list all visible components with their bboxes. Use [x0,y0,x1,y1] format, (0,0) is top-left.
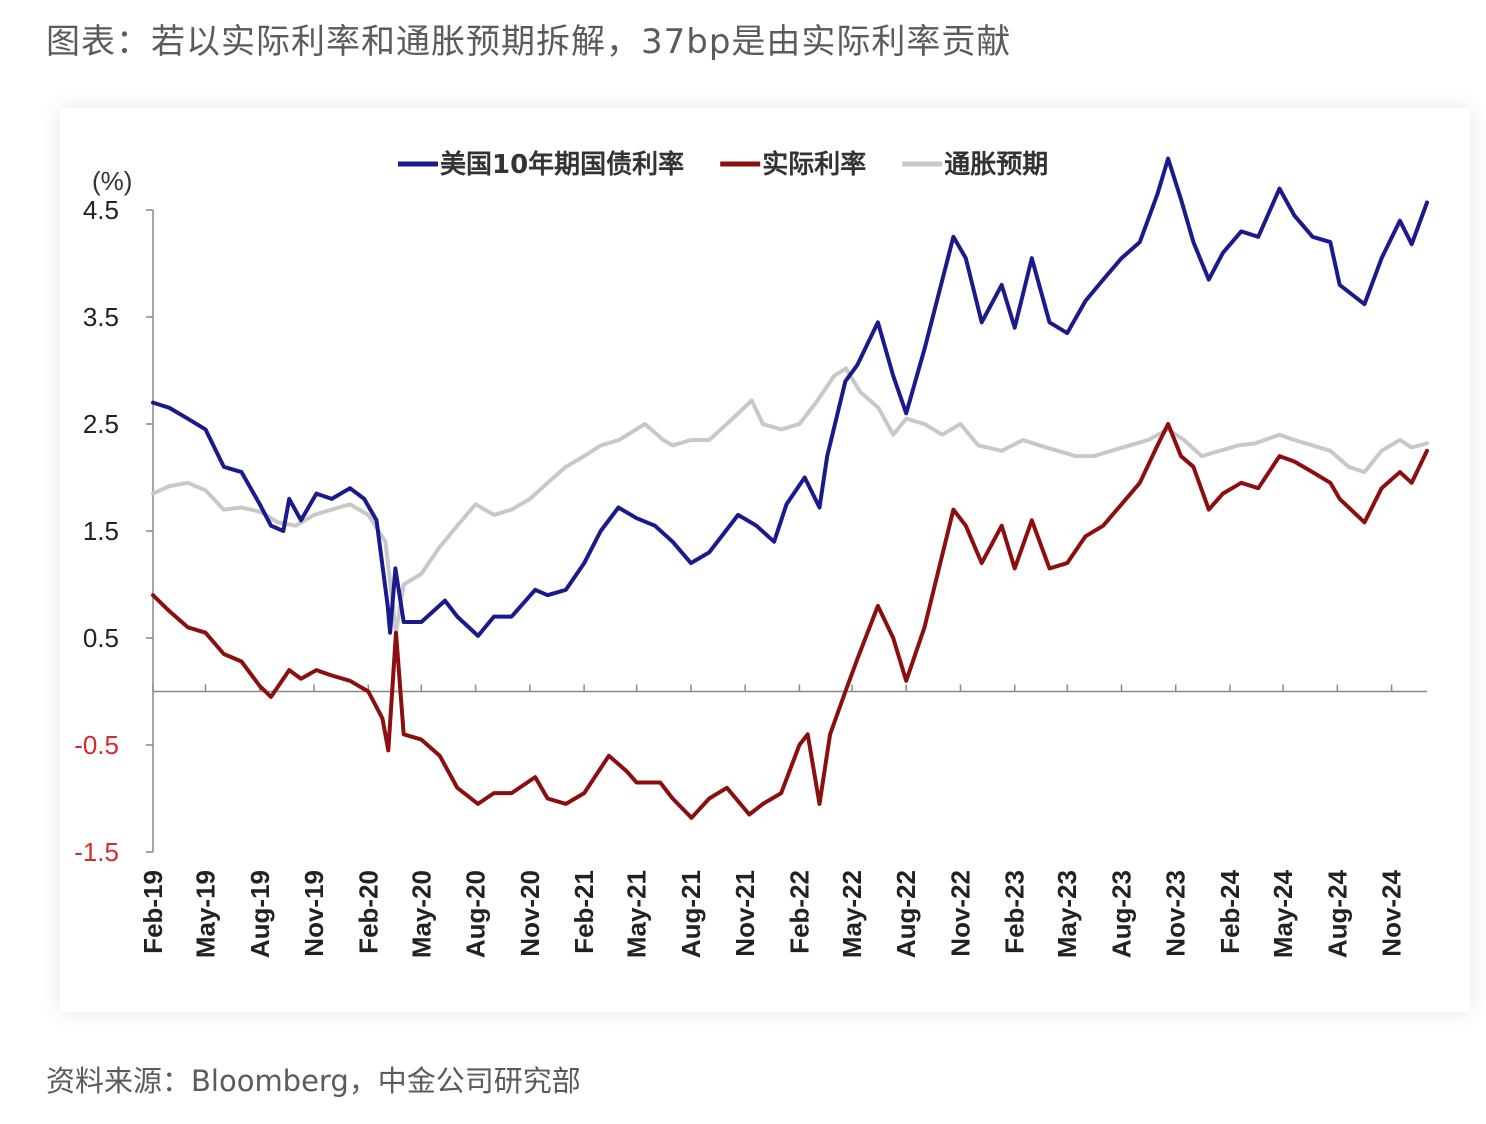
series-line-breakeven [151,366,1429,635]
y-tick-label: -0.5 [74,730,119,760]
legend-label-nominal: 美国10年期国债利率 [440,149,684,180]
line-chart: 美国10年期国债利率 实际利率 通胀预期 (%) 4.5 3.5 2.5 1.5 0.5 -0… [74,149,1429,958]
source-note: 资料来源：Bloomberg，中金公司研究部 [46,1064,581,1098]
chart-legend: 美国10年期国债利率 实际利率 通胀预期 [398,149,1048,180]
x-tick-label: Feb-21 [569,870,599,954]
x-tick-label: Aug-24 [1322,869,1352,958]
x-tick-label: Aug-22 [891,870,921,958]
y-tick-label: -1.5 [74,837,119,867]
y-tick-label: 0.5 [83,623,119,653]
y-tick-label: 2.5 [83,409,119,439]
x-tick-label: Feb-24 [1215,869,1245,953]
x-tick-label: Feb-22 [784,870,814,954]
y-tick-label: 3.5 [83,302,119,332]
x-tick-label: Nov-21 [730,870,760,957]
x-tick-label: May-20 [406,870,436,958]
x-tick-label: Aug-21 [676,870,706,958]
x-tick-label: Nov-19 [299,870,329,957]
x-tick-label: Nov-23 [1161,870,1191,957]
y-tick-label: 1.5 [83,516,119,546]
series-layer [151,156,1429,820]
x-tick-label: Nov-20 [515,870,545,957]
x-tick-label: Nov-24 [1377,869,1407,956]
legend-label-breakeven: 通胀预期 [944,150,1048,180]
x-tick-label: Feb-23 [1000,870,1030,954]
x-tick-label: Feb-20 [353,870,383,954]
y-axis: 4.5 3.5 2.5 1.5 0.5 -0.5 -1.5 [74,195,154,867]
y-tick-label: 4.5 [83,195,119,225]
x-tick-label: Aug-20 [461,870,491,958]
x-tick-label: May-24 [1268,869,1298,958]
x-tick-label: May-21 [622,870,652,958]
x-tick-label: May-22 [837,870,867,958]
y-axis-unit: (%) [92,166,132,196]
x-tick-label: Feb-19 [138,870,168,954]
x-tick-label: Aug-23 [1106,870,1136,958]
x-tick-label: May-19 [190,870,220,958]
page-title: 图表：若以实际利率和通胀预期拆解，37bp是由实际利率贡献 [46,22,1012,62]
x-axis: Feb-19 May-19 Aug-19 Nov-19 Feb-20 May-20 Aug-… [138,684,1427,958]
x-tick-label: Aug-19 [245,870,275,958]
series-line-real [151,422,1429,820]
x-tick-label: Nov-22 [945,870,975,957]
series-line-nominal [151,156,1429,638]
legend-label-real: 实际利率 [762,149,866,180]
x-tick-label: May-23 [1052,870,1082,958]
chart-card: 美国10年期国债利率 实际利率 通胀预期 (%) 4.5 3.5 2.5 1.5 0.5 -0… [60,108,1470,1012]
